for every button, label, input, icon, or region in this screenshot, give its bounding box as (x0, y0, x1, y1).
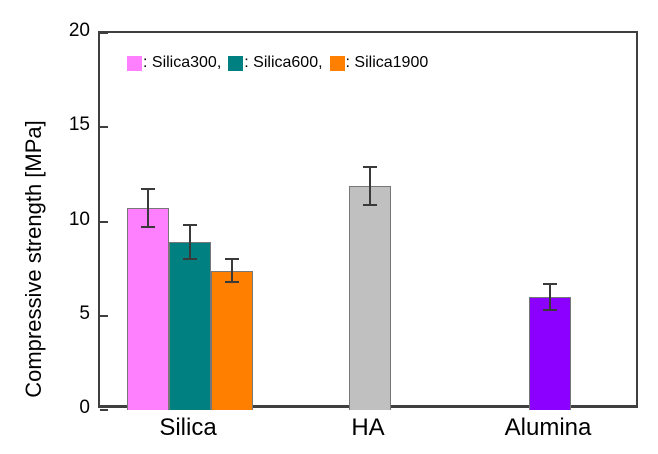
error-bar-cap (225, 258, 239, 261)
bar (211, 270, 253, 410)
x-tick-label: HA (351, 414, 385, 441)
y-tick-mark (100, 220, 108, 223)
y-tick-mark (100, 409, 108, 411)
y-axis-title: Compressive strength [MPa] (21, 120, 46, 398)
legend-swatch (127, 55, 142, 71)
y-tick-label: 10 (68, 208, 90, 230)
bar (127, 208, 169, 410)
error-bar-cap (183, 224, 197, 227)
error-bar-cap (363, 203, 377, 206)
y-tick-label: 0 (79, 397, 90, 418)
y-tick-label: 20 (68, 20, 90, 41)
error-bar (189, 225, 191, 260)
error-bar (231, 259, 233, 282)
error-bar-cap (183, 258, 197, 261)
error-bar-cap (141, 188, 155, 191)
plot-area: : Silica300, : Silica600, : Silica1900 (98, 31, 638, 411)
y-tick-label: 5 (79, 302, 90, 324)
y-tick-mark (100, 32, 108, 34)
y-tick-mark (100, 314, 108, 317)
x-tick-label: Silica (159, 414, 217, 441)
error-bar-cap (543, 282, 557, 285)
legend-swatch (329, 55, 345, 71)
error-bar-cap (543, 309, 557, 312)
x-tick-label: Alumina (504, 414, 592, 441)
y-tick-label: 15 (68, 114, 90, 136)
legend-label: : Silica600, (244, 54, 323, 71)
bar (529, 296, 571, 410)
bar (169, 242, 211, 410)
legend: : Silica300, : Silica600, : Silica1900 (127, 53, 435, 73)
legend-label: : Silica300, (143, 54, 222, 71)
error-bar-cap (363, 165, 377, 168)
legend-swatch (228, 55, 244, 71)
error-bar-cap (141, 226, 155, 229)
y-tick-mark (100, 126, 108, 129)
bar (349, 185, 391, 410)
error-bar (147, 189, 149, 228)
legend-label: : Silica1900 (345, 54, 429, 71)
error-bar (549, 283, 551, 311)
error-bar (369, 166, 371, 205)
error-bar-cap (225, 280, 239, 283)
